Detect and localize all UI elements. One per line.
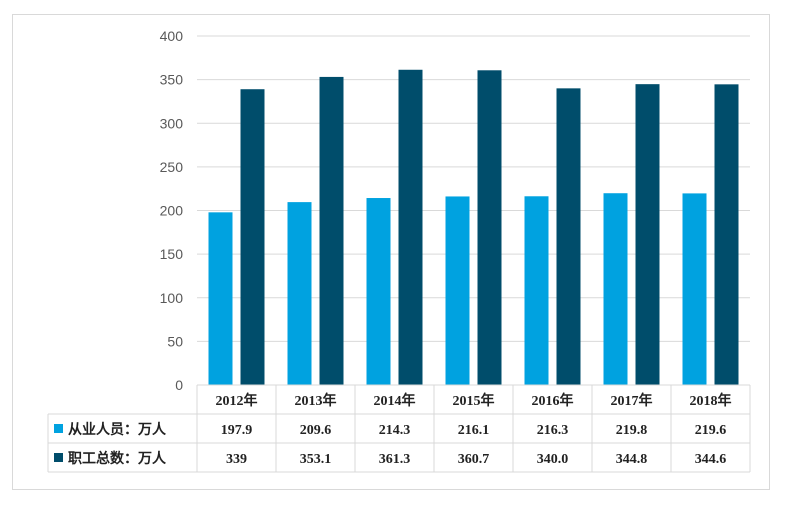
data-label: 219.8 — [616, 423, 648, 438]
data-label: 353.1 — [300, 452, 332, 467]
bar-series-1 — [524, 196, 549, 385]
bar-series-1 — [445, 196, 470, 385]
bar-series-2 — [635, 84, 660, 386]
legend-swatch — [54, 453, 63, 462]
legend-swatch — [54, 424, 63, 433]
bar-series-1 — [682, 193, 707, 385]
data-label: 344.8 — [616, 452, 648, 467]
bar-series-1 — [208, 212, 233, 385]
data-label: 209.6 — [300, 423, 332, 438]
bar-series-2 — [240, 89, 265, 385]
y-tick-label: 100 — [160, 290, 184, 306]
data-table: 2012年 2013年 2014年 2015年 2016年 2017年 2018年从业人员：… — [47, 384, 751, 473]
bar-series-2 — [714, 84, 739, 386]
y-tick-label: 0 — [175, 377, 183, 393]
gridlines — [197, 35, 750, 342]
y-axis: 0 50 100 150 200 250 300 350 400 — [160, 28, 184, 393]
x-tick-label: 2016年 — [532, 392, 574, 409]
data-label: 219.6 — [695, 423, 727, 438]
data-label: 197.9 — [221, 423, 253, 438]
data-label: 340.0 — [537, 452, 569, 467]
bar-series-1 — [366, 198, 391, 385]
bar-series-2 — [477, 70, 502, 386]
legend-label: 职工总数：万人 — [68, 450, 167, 466]
data-label: 344.6 — [695, 452, 727, 467]
y-tick-label: 350 — [160, 72, 184, 88]
y-tick-label: 200 — [160, 203, 184, 219]
x-tick-label: 2013年 — [295, 392, 337, 409]
bar-series-1 — [603, 193, 628, 385]
x-tick-label: 2018年 — [690, 392, 732, 409]
legend-label: 从业人员：万人 — [68, 421, 167, 437]
y-tick-label: 250 — [160, 159, 184, 175]
data-label: 214.3 — [379, 423, 411, 438]
bar-series-2 — [556, 88, 581, 385]
y-tick-label: 300 — [160, 115, 184, 131]
data-label: 216.3 — [537, 423, 569, 438]
y-tick-label: 50 — [167, 333, 183, 349]
x-tick-label: 2017年 — [611, 392, 653, 409]
y-tick-label: 150 — [160, 246, 184, 262]
data-label: 339 — [226, 452, 247, 467]
x-tick-label: 2015年 — [453, 392, 495, 409]
bar-series-2 — [319, 76, 344, 385]
data-label: 360.7 — [458, 452, 490, 467]
x-tick-label: 2012年 — [216, 392, 258, 409]
bar-series-1 — [287, 202, 312, 385]
bars — [208, 69, 739, 386]
y-tick-label: 400 — [160, 28, 184, 44]
bar-series-2 — [398, 69, 423, 385]
data-label: 361.3 — [379, 452, 411, 467]
x-tick-label: 2014年 — [374, 392, 416, 409]
data-label: 216.1 — [458, 423, 490, 438]
